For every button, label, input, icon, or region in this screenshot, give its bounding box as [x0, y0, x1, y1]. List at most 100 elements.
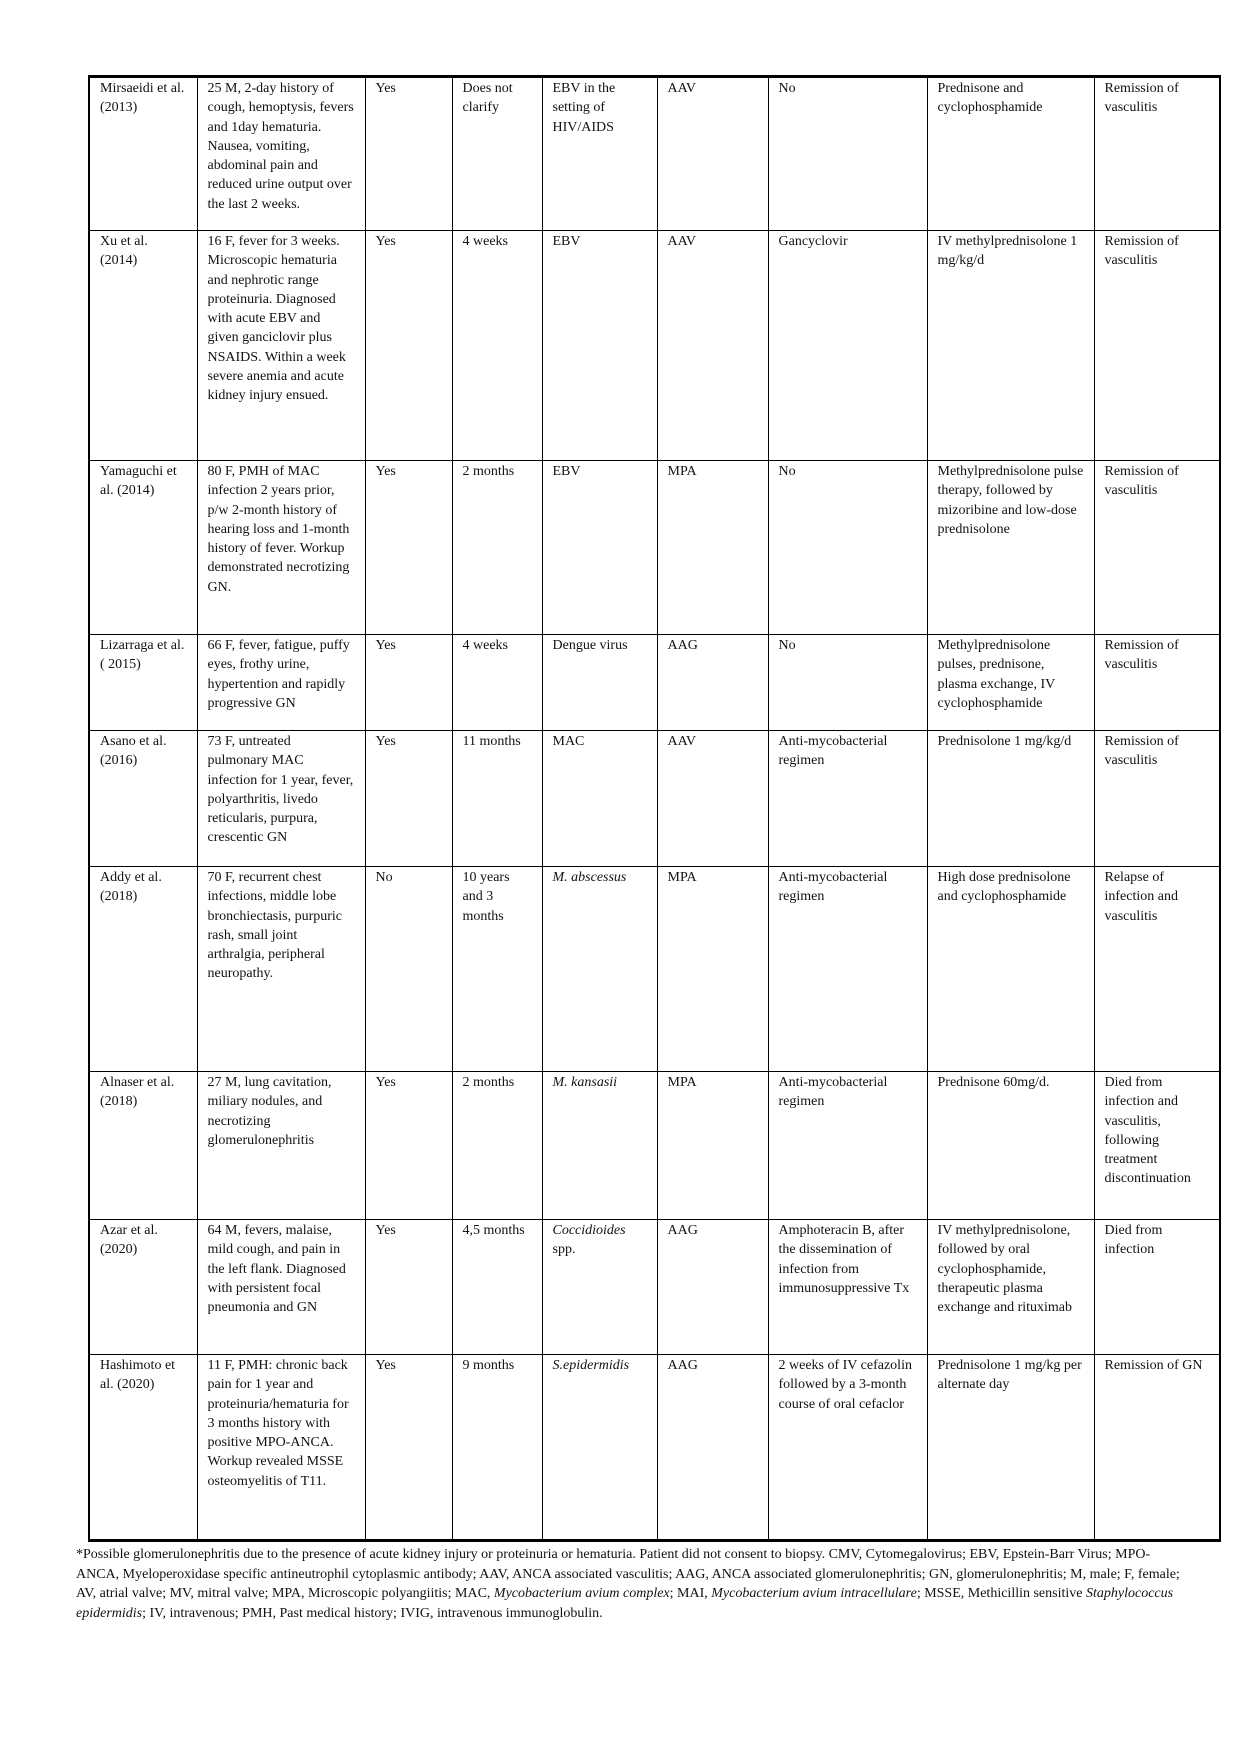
presentation-text: 27 M, lung cavitation, miliary nodules, …: [207, 1075, 332, 1148]
table-row: Alnaser et al. (2018) 27 M, lung cavitati…: [88, 1071, 1221, 1220]
table-row: Lizarraga et al. ( 2015) 66 F, fever, fat…: [88, 634, 1221, 731]
anti-infective-text: No: [778, 638, 796, 653]
cell-anca: Yes: [364, 634, 453, 731]
cell-immunosuppression: Prednisolone 1 mg/kg per alternate day: [926, 1354, 1095, 1541]
anca-text: No: [375, 870, 393, 885]
outcome-text: Died from infection: [1104, 1223, 1163, 1258]
diagnosis-text: AAV: [667, 81, 697, 96]
presentation-text: 80 F, PMH of MAC infection 2 years prior…: [207, 464, 350, 595]
cell-presentation: 80 F, PMH of MAC infection 2 years prior…: [196, 460, 366, 635]
cell-diagnosis: MPA: [656, 1071, 769, 1220]
cell-immunosuppression: IV methylprednisolone, followed by oral …: [926, 1219, 1095, 1355]
cell-pathogen: S.epidermidis: [541, 1354, 658, 1541]
anti-infective-text: No: [778, 464, 796, 479]
cell-anca: Yes: [364, 230, 453, 461]
pathogen-text: EBV in the setting of HIV/AIDS: [552, 81, 616, 135]
cell-pathogen: Coccidioides spp.: [541, 1219, 658, 1355]
diagnosis-text: AAV: [667, 734, 697, 749]
table-row: Mirsaeidi et al. (2013) 25 M, 2-day histo…: [88, 76, 1221, 231]
cell-diagnosis: AAG: [656, 1219, 769, 1355]
anti-infective-text: Gancyclovir: [778, 234, 848, 249]
cell-anca: Yes: [364, 1071, 453, 1220]
immunosuppression-text: Methylprednisolone pulse therapy, follow…: [937, 464, 1084, 537]
cell-diagnosis: AAV: [656, 230, 769, 461]
outcome-text: Remission of vasculitis: [1104, 734, 1179, 769]
cell-study: Addy et al. (2018): [88, 866, 198, 1072]
presentation-text: 70 F, recurrent chest infections, middle…: [207, 870, 343, 982]
pathogen-text: M. abscessus: [552, 870, 627, 885]
study-text: Xu et al. (2014): [100, 234, 148, 269]
immunosuppression-text: IV methylprednisolone 1 mg/kg/d: [937, 234, 1078, 269]
anti-infective-text: Anti-mycobacterial regimen: [778, 734, 888, 769]
cell-study: Azar et al. (2020): [88, 1219, 198, 1355]
duration-text: 2 months: [462, 1075, 515, 1090]
immunosuppression-text: Prednisolone 1 mg/kg/d: [937, 734, 1072, 749]
cell-diagnosis: AAG: [656, 634, 769, 731]
anca-text: Yes: [375, 81, 396, 96]
table-row: Asano et al. (2016) 73 F, untreated pulmo…: [88, 730, 1221, 867]
diagnosis-text: MPA: [667, 464, 697, 479]
anca-text: Yes: [375, 1075, 396, 1090]
cell-anca: Yes: [364, 730, 453, 867]
study-text: Hashimoto et al. (2020): [100, 1358, 176, 1393]
diagnosis-text: MPA: [667, 870, 697, 885]
cell-anti-infective: No: [767, 76, 928, 231]
duration-text: Does not clarify: [462, 81, 513, 116]
anti-infective-text: No: [778, 81, 796, 96]
duration-text: 10 years and 3 months: [462, 870, 510, 924]
cell-presentation: 73 F, untreated pulmonary MAC infection …: [196, 730, 366, 867]
anti-infective-text: 2 weeks of IV cefazolin followed by a 3-…: [778, 1358, 912, 1412]
outcome-text: Relapse of infection and vasculitis: [1104, 870, 1178, 924]
cell-duration: 4 weeks: [451, 230, 543, 461]
outcome-text: Remission of GN: [1104, 1358, 1203, 1373]
presentation-text: 16 F, fever for 3 weeks. Microscopic hem…: [207, 234, 346, 404]
cell-study: Yamaguchi et al. (2014): [88, 460, 198, 635]
cell-outcome: Remission of vasculitis: [1093, 460, 1221, 635]
cell-pathogen: EBV: [541, 230, 658, 461]
anca-text: Yes: [375, 1223, 396, 1238]
cell-anti-infective: Anti-mycobacterial regimen: [767, 1071, 928, 1220]
anca-text: Yes: [375, 1358, 396, 1373]
cell-study: Hashimoto et al. (2020): [88, 1354, 198, 1541]
duration-text: 4 weeks: [462, 234, 509, 249]
cell-pathogen: EBV in the setting of HIV/AIDS: [541, 76, 658, 231]
pathogen-suffix-text: spp.: [552, 1242, 576, 1258]
cell-pathogen: M. kansasii: [541, 1071, 658, 1220]
cell-presentation: 25 M, 2-day history of cough, hemoptysis…: [196, 76, 366, 231]
cell-diagnosis: MPA: [656, 460, 769, 635]
table-row: Xu et al. (2014) 16 F, fever for 3 weeks.…: [88, 230, 1221, 461]
cell-outcome: Remission of vasculitis: [1093, 230, 1221, 461]
cell-diagnosis: MPA: [656, 866, 769, 1072]
footnote-segment: ; MAI,: [669, 1586, 712, 1601]
anti-infective-text: Anti-mycobacterial regimen: [778, 870, 888, 905]
cell-duration: 10 years and 3 months: [451, 866, 543, 1072]
cell-duration: 4,5 months: [451, 1219, 543, 1355]
anca-text: Yes: [375, 464, 396, 479]
cell-presentation: 70 F, recurrent chest infections, middle…: [196, 866, 366, 1072]
cell-anti-infective: Anti-mycobacterial regimen: [767, 866, 928, 1072]
cell-outcome: Remission of vasculitis: [1093, 634, 1221, 731]
presentation-text: 73 F, untreated pulmonary MAC infection …: [207, 734, 354, 846]
cell-presentation: 27 M, lung cavitation, miliary nodules, …: [196, 1071, 366, 1220]
footnote-segment: *Possible glomerulonephritis due to the …: [76, 1547, 1180, 1601]
pathogen-text: M. kansasii: [552, 1075, 618, 1090]
immunosuppression-text: High dose prednisolone and cyclophospham…: [937, 870, 1071, 905]
cell-anca: Yes: [364, 1219, 453, 1355]
study-text: Yamaguchi et al. (2014): [100, 464, 177, 499]
duration-text: 2 months: [462, 464, 515, 479]
cell-anti-infective: No: [767, 460, 928, 635]
table-row: Yamaguchi et al. (2014) 80 F, PMH of MAC …: [88, 460, 1221, 635]
cell-duration: 4 weeks: [451, 634, 543, 731]
diagnosis-text: AAG: [667, 1223, 698, 1238]
cell-anti-infective: 2 weeks of IV cefazolin followed by a 3-…: [767, 1354, 928, 1541]
cell-pathogen: M. abscessus: [541, 866, 658, 1072]
cell-anti-infective: Anti-mycobacterial regimen: [767, 730, 928, 867]
cell-immunosuppression: Prednisone 60mg/d.: [926, 1071, 1095, 1220]
cell-immunosuppression: Methylprednisolone pulse therapy, follow…: [926, 460, 1095, 635]
study-text: Alnaser et al. (2018): [100, 1075, 175, 1110]
cell-outcome: Remission of vasculitis: [1093, 76, 1221, 231]
study-text: Addy et al. (2018): [100, 870, 162, 905]
anca-text: Yes: [375, 234, 396, 249]
footnote-segment: Mycobacterium avium complex: [493, 1586, 670, 1601]
cell-anca: Yes: [364, 76, 453, 231]
